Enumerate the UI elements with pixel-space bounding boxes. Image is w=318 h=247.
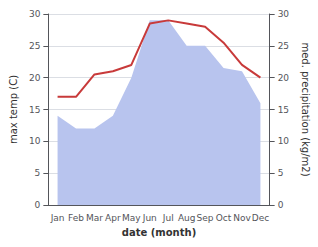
svg-text:0: 0 — [278, 200, 284, 210]
svg-text:0: 0 — [35, 200, 41, 210]
svg-text:Oct: Oct — [216, 213, 232, 223]
svg-text:Jul: Jul — [162, 213, 174, 223]
svg-text:Feb: Feb — [68, 213, 84, 223]
svg-text:Mar: Mar — [86, 213, 103, 223]
svg-text:Jun: Jun — [142, 213, 157, 223]
svg-text:Nov: Nov — [233, 213, 251, 223]
svg-text:Aug: Aug — [178, 213, 196, 223]
svg-text:Jan: Jan — [50, 213, 65, 223]
svg-text:max temp (C): max temp (C) — [8, 75, 19, 144]
svg-text:20: 20 — [278, 73, 290, 83]
svg-text:15: 15 — [29, 105, 40, 115]
svg-text:15: 15 — [278, 105, 289, 115]
svg-text:5: 5 — [35, 168, 41, 178]
svg-text:25: 25 — [29, 41, 40, 51]
svg-text:30: 30 — [29, 9, 41, 19]
svg-text:med. precipitation (kg/m2): med. precipitation (kg/m2) — [300, 42, 311, 176]
svg-text:May: May — [122, 213, 141, 223]
svg-text:Dec: Dec — [252, 213, 269, 223]
svg-text:date (month): date (month) — [122, 227, 196, 238]
svg-text:Sep: Sep — [197, 213, 214, 223]
svg-text:5: 5 — [278, 168, 284, 178]
svg-text:20: 20 — [29, 73, 41, 83]
svg-text:25: 25 — [278, 41, 289, 51]
svg-text:10: 10 — [278, 136, 290, 146]
svg-text:Apr: Apr — [105, 213, 121, 223]
svg-text:10: 10 — [29, 136, 41, 146]
svg-text:30: 30 — [278, 9, 290, 19]
